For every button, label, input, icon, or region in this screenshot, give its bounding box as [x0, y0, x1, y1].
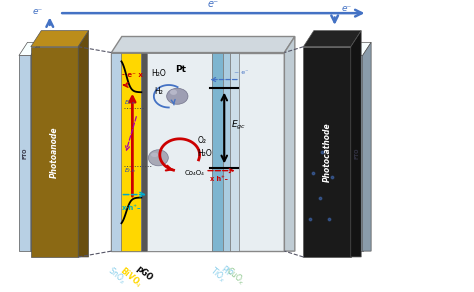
Polygon shape: [111, 36, 295, 53]
Ellipse shape: [148, 150, 168, 166]
Text: H₂O: H₂O: [151, 69, 166, 78]
Text: BiVO$_4$: BiVO$_4$: [118, 264, 145, 291]
Text: $E_{f,h}$: $E_{f,h}$: [124, 167, 136, 175]
Text: Photoanode: Photoanode: [50, 126, 59, 178]
Polygon shape: [303, 31, 361, 47]
Bar: [121, 53, 141, 251]
Text: Pt: Pt: [175, 65, 187, 74]
Ellipse shape: [170, 90, 177, 95]
Polygon shape: [31, 31, 89, 47]
Text: O₂: O₂: [198, 136, 207, 145]
Text: pGO: pGO: [134, 264, 154, 283]
Text: ~ e⁻: ~ e⁻: [234, 70, 248, 75]
Text: - e⁻ x: - e⁻ x: [122, 72, 143, 78]
Text: e⁻: e⁻: [33, 7, 43, 16]
Polygon shape: [31, 42, 39, 251]
Bar: [141, 53, 146, 251]
Text: PIP: PIP: [219, 264, 234, 279]
Bar: [19, 55, 31, 251]
Bar: [303, 47, 351, 257]
Text: SnO$_x$: SnO$_x$: [105, 264, 128, 287]
Text: $E_{gc}$: $E_{gc}$: [231, 119, 246, 132]
Ellipse shape: [151, 153, 158, 157]
Text: H₂O: H₂O: [198, 149, 212, 158]
Text: H₂: H₂: [154, 87, 163, 96]
Polygon shape: [351, 31, 361, 257]
Bar: [351, 55, 363, 251]
Polygon shape: [284, 36, 295, 251]
Text: Co₄O₄: Co₄O₄: [184, 170, 204, 176]
Text: FTO: FTO: [354, 147, 359, 159]
Text: x·h⁺–: x·h⁺–: [122, 205, 142, 211]
Bar: [31, 47, 78, 257]
Text: Photocathode: Photocathode: [323, 122, 331, 182]
Text: CuO$_x$: CuO$_x$: [222, 264, 247, 288]
Text: TiO$_x$: TiO$_x$: [207, 264, 228, 286]
Polygon shape: [19, 42, 39, 55]
Bar: [230, 53, 239, 251]
Bar: [146, 53, 212, 251]
Text: e⁻: e⁻: [341, 4, 352, 13]
Bar: [223, 53, 230, 251]
Ellipse shape: [167, 88, 188, 104]
Polygon shape: [363, 42, 371, 251]
Bar: [111, 53, 121, 251]
Text: x h⁺–: x h⁺–: [210, 176, 228, 182]
Bar: [212, 53, 223, 251]
Text: $E_{f,n}$: $E_{f,n}$: [124, 98, 136, 107]
Polygon shape: [78, 31, 89, 257]
Text: FTO: FTO: [22, 147, 27, 159]
Bar: [111, 53, 284, 251]
Polygon shape: [351, 42, 371, 55]
Text: e⁻: e⁻: [208, 0, 219, 9]
